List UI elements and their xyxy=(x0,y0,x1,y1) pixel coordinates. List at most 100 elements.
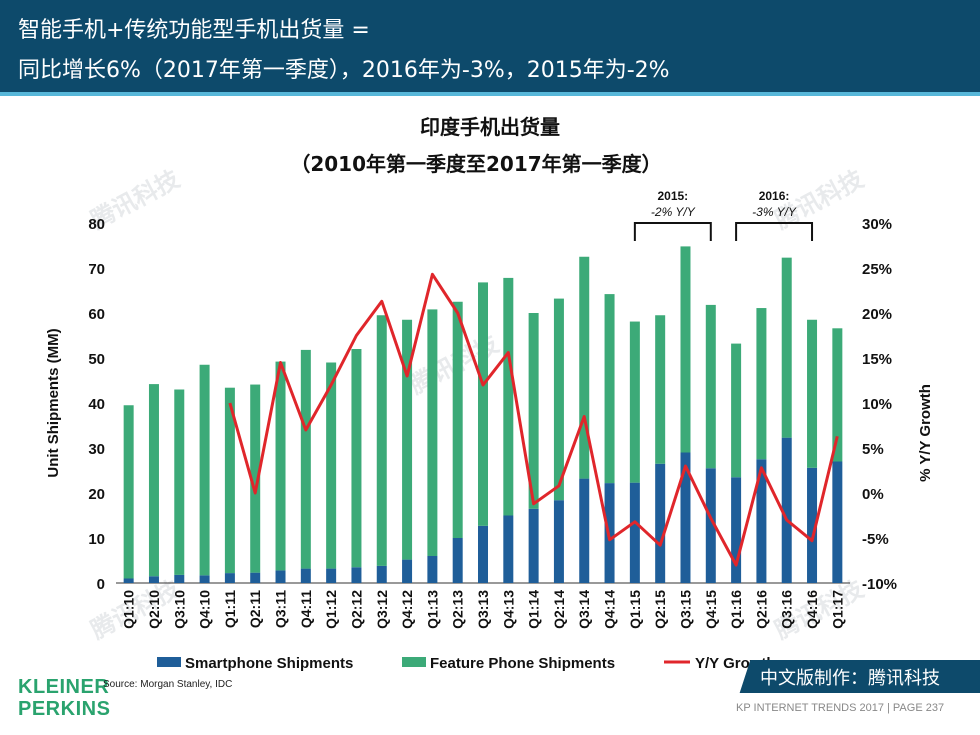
feature-phone-bar xyxy=(123,405,134,579)
x-tick-label: Q3:14 xyxy=(576,590,592,629)
source-note: Source: Morgan Stanley, IDC xyxy=(103,679,233,690)
y-tick-label: 40 xyxy=(88,396,105,413)
x-tick-label: Q2:16 xyxy=(753,590,769,629)
smartphone-bar xyxy=(629,482,640,583)
smartphone-bar xyxy=(756,459,767,583)
smartphone-bar xyxy=(300,568,311,583)
feature-phone-bar xyxy=(275,361,286,571)
page-footer: KP INTERNET TRENDS 2017 | PAGE 237 xyxy=(736,702,945,714)
feature-phone-bar xyxy=(832,328,843,462)
feature-phone-bar xyxy=(655,315,666,464)
yoy-growth-line xyxy=(228,272,839,567)
x-tick-label: Q4:14 xyxy=(602,590,618,629)
y2-tick-label: -5% xyxy=(862,531,889,548)
smartphone-bar xyxy=(579,478,590,583)
annotation-bracket xyxy=(735,222,814,241)
y2-tick-label: 10% xyxy=(862,396,892,413)
logo-line-2: PERKINS xyxy=(18,698,111,720)
x-tick-label: Q4:10 xyxy=(197,590,213,629)
smartphone-bar xyxy=(402,559,413,583)
annotation-value: -2% Y/Y xyxy=(651,205,696,219)
feature-phone-bar xyxy=(781,257,792,438)
x-tick-label: Q4:15 xyxy=(703,590,719,629)
x-tick-label: Q2:10 xyxy=(146,590,162,629)
smartphone-bar xyxy=(351,567,362,583)
x-tick-label: Q2:15 xyxy=(652,590,668,629)
feature-phone-bar xyxy=(756,308,767,460)
chart-subtitle: （2010年第一季度至2017年第一季度） xyxy=(290,152,661,176)
tencent-badge: 中文版制作：腾讯科技 xyxy=(760,668,940,689)
feature-phone-bar xyxy=(503,277,514,516)
x-tick-label: Q2:14 xyxy=(551,590,567,629)
smartphone-bar xyxy=(250,572,261,583)
x-tick-label: Q1:14 xyxy=(526,590,542,629)
y-tick-label: 20 xyxy=(88,486,105,503)
x-tick-label: Q4:16 xyxy=(804,590,820,629)
x-tick-label: Q3:13 xyxy=(475,590,491,629)
legend-label-feature: Feature Phone Shipments xyxy=(430,655,615,672)
feature-phone-bar xyxy=(174,389,185,575)
smartphone-bar xyxy=(148,576,159,583)
header-accent-bar xyxy=(0,92,980,96)
feature-phone-bar xyxy=(148,384,159,577)
smartphone-bar xyxy=(705,468,716,583)
feature-phone-bar xyxy=(705,304,716,469)
legend-swatch-smartphone xyxy=(157,657,181,667)
x-tick-label: Q1:11 xyxy=(222,590,238,628)
y-tick-label: 70 xyxy=(88,261,105,278)
smartphone-bar xyxy=(655,463,666,583)
smartphone-bar xyxy=(199,575,210,583)
feature-phone-bar xyxy=(629,321,640,483)
smartphone-bar xyxy=(478,525,488,583)
kleiner-perkins-logo: KLEINER PERKINS xyxy=(18,676,110,720)
feature-phone-bar xyxy=(528,313,539,509)
smartphone-bar xyxy=(553,500,564,583)
feature-phone-bar xyxy=(452,301,463,538)
x-tick-label: Q3:16 xyxy=(779,590,795,629)
x-tick-label: Q1:16 xyxy=(728,590,744,629)
smartphone-bar xyxy=(123,578,134,583)
shipments-chart: 印度手机出货量 （2010年第一季度至2017年第一季度） 0 10 20 30 40 50 6… xyxy=(45,115,934,672)
y-tick-label: 10 xyxy=(88,531,105,548)
feature-phone-bar xyxy=(807,319,818,468)
y2-tick-label: 15% xyxy=(862,351,892,368)
smartphone-bar xyxy=(832,461,843,583)
annotation-bracket xyxy=(633,222,712,241)
x-tick-label: Q3:15 xyxy=(677,590,693,629)
y-tick-label: 50 xyxy=(88,351,105,368)
smartphone-bar xyxy=(807,467,818,583)
smartphone-bar xyxy=(528,508,539,583)
feature-phone-bar xyxy=(604,294,615,484)
chart-title: 印度手机出货量 xyxy=(420,115,560,139)
feature-phone-bar xyxy=(402,319,413,560)
x-tick-label: Q1:12 xyxy=(323,590,339,629)
feature-phone-bar xyxy=(351,349,362,568)
feature-phone-bar xyxy=(553,298,564,501)
feature-phone-bar xyxy=(250,384,261,573)
feature-phone-bar xyxy=(478,282,488,526)
smartphone-bar xyxy=(275,570,286,583)
x-tick-label: Q4:12 xyxy=(399,590,415,629)
feature-phone-bar xyxy=(224,387,235,574)
y2-tick-label: 30% xyxy=(862,216,892,233)
x-tick-label: Q2:11 xyxy=(247,590,263,628)
legend-swatch-feature xyxy=(402,657,426,667)
smartphone-bar xyxy=(224,573,235,583)
y2-axis-title: % Y/Y Growth xyxy=(917,384,934,482)
x-tick-label: Q4:13 xyxy=(500,590,516,629)
x-tick-label: Q4:11 xyxy=(298,590,314,628)
annotation-label: 2016: xyxy=(759,189,790,203)
x-tick-label: Q1:15 xyxy=(627,590,643,629)
smartphone-bar xyxy=(326,568,337,583)
x-tick-label: Q3:12 xyxy=(374,590,390,629)
smartphone-bar xyxy=(376,565,387,583)
feature-phone-bar xyxy=(731,343,742,478)
y-tick-label: 80 xyxy=(88,216,105,233)
smartphone-bar xyxy=(731,477,742,583)
annotation-label: 2015: xyxy=(657,189,688,203)
x-tick-label: Q1:17 xyxy=(829,590,845,629)
slide-header: 智能手机+传统功能型手机出货量 = 同比增长6%（2017年第一季度），2016… xyxy=(0,0,980,92)
x-tick-label: Q2:12 xyxy=(348,590,364,629)
x-tick-label: Q2:13 xyxy=(450,590,466,629)
feature-phone-bar xyxy=(427,309,438,556)
